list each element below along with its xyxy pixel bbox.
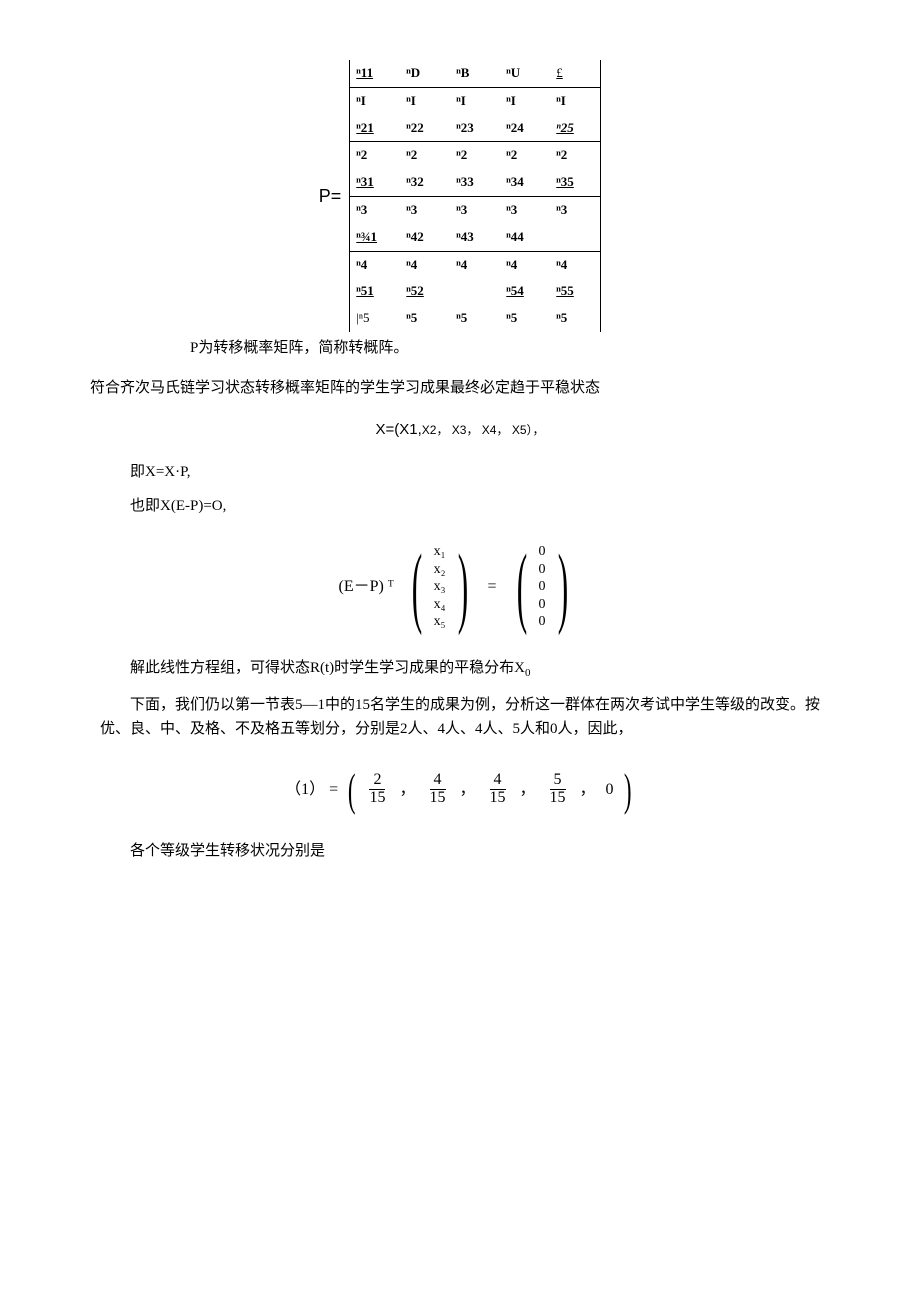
x-vector-eq: X=(X1,X2， X3， X4， X5）， — [60, 418, 860, 442]
paragraph-2: 解此线性方程组，可得状态R(t)时学生学习成果的平稳分布X0 — [100, 656, 820, 683]
matrix-equation: (E－P) ᵀ ( x₁x₂x₃x₄x₅ ) = ( 00000 ) — [60, 542, 860, 632]
transition-matrix: P= ⁿ11ⁿDⁿBⁿU£ⁿIⁿIⁿIⁿIⁿIⁿ21ⁿ22ⁿ23ⁿ24ⁿ25ⁿ2… — [60, 60, 860, 332]
xvec-tail: X2， X3， X4， X5）， — [422, 423, 545, 437]
x-column: ( x₁x₂x₃x₄x₅ ) — [402, 542, 478, 632]
frac-items: 215，415，415，515， 0 — [359, 772, 619, 807]
para2-text: 解此线性方程组，可得状态R(t)时学生学习成果的平稳分布X — [130, 660, 525, 676]
eq-line-2: 也即X(E-P)=O, — [100, 494, 820, 518]
matrix-caption: P为转移概率矩阵，简称转概阵。 — [190, 336, 860, 360]
paragraph-4: 各个等级学生转移状况分别是 — [100, 839, 820, 863]
paragraph-3: 下面，我们仍以第一节表5—1中的15名学生的成果为例，分析这一群体在两次考试中学… — [100, 693, 820, 741]
xvec-head: X=(X1, — [376, 421, 422, 438]
paragraph-1: 符合齐次马氏链学习状态转移概率矩阵的学生学习成果最终必定趋于平稳状态 — [60, 376, 860, 400]
ep-left: (E－P) ᵀ — [339, 574, 394, 600]
matrix-label: P= — [319, 182, 342, 211]
fraction-equation: （1） = ( 215，415，415，515， 0 ) — [60, 767, 860, 813]
frac-left: （1） = — [285, 777, 338, 803]
para2-sub: 0 — [525, 667, 531, 679]
eq-sign: = — [488, 574, 497, 600]
zero-column: ( 00000 ) — [507, 542, 578, 632]
matrix-body: ⁿ11ⁿDⁿBⁿU£ⁿIⁿIⁿIⁿIⁿIⁿ21ⁿ22ⁿ23ⁿ24ⁿ25ⁿ2ⁿ2ⁿ… — [349, 60, 601, 332]
eq-line-1: 即X=X·P, — [100, 460, 820, 484]
